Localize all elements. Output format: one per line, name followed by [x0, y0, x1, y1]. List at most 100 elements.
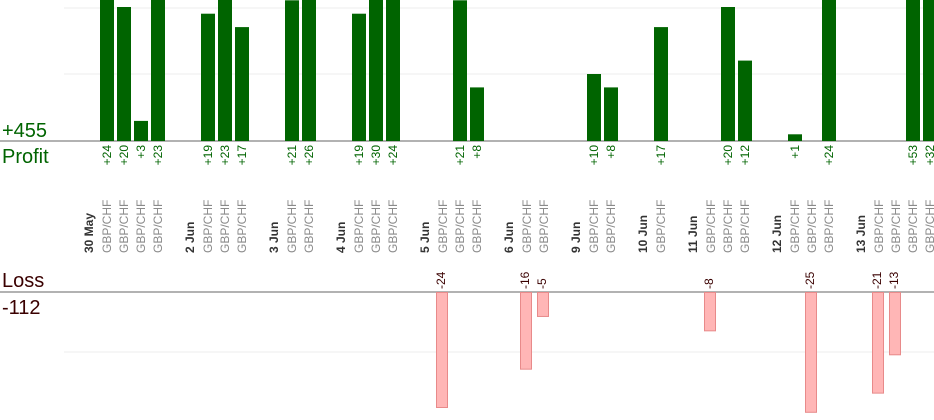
date-label: 5 Jun: [418, 222, 432, 253]
profit-bar: [738, 60, 752, 141]
pair-label: GBP/CHF: [285, 200, 299, 253]
loss-value-label: -24: [434, 271, 448, 289]
date-label: 11 Jun: [686, 216, 700, 253]
profit-value-label: +19: [352, 145, 366, 166]
pair-label: GBP/CHF: [923, 200, 934, 253]
pair-label: GBP/CHF: [386, 200, 400, 253]
profit-bar: [369, 0, 383, 141]
profit-value-label: +20: [117, 145, 131, 166]
loss-value-label: -16: [518, 271, 532, 289]
profit-bar: [721, 7, 735, 141]
profit-label: Profit: [2, 146, 49, 168]
loss-bar: [872, 292, 884, 394]
pair-label: GBP/CHF: [537, 200, 551, 253]
pair-label: GBP/CHF: [604, 200, 618, 253]
profit-value-label: +24: [100, 145, 114, 166]
loss-bar: [805, 292, 817, 413]
profit-value-label: +8: [604, 145, 618, 159]
profit-value-label: +1: [788, 145, 802, 159]
profit-value-label: +32: [923, 145, 934, 166]
pair-label: GBP/CHF: [872, 200, 886, 253]
date-label: 3 Jun: [267, 222, 281, 253]
date-label: 4 Jun: [334, 222, 348, 253]
loss-bar: [537, 292, 549, 317]
pair-label: GBP/CHF: [704, 200, 718, 253]
profit-bar: [453, 0, 467, 141]
date-label: 10 Jun: [636, 215, 650, 253]
profit-bar: [285, 0, 299, 141]
labels: 30 May GBP/CHF +24 GBP/CHF +20 GBP/CHF +3 GBP/C…: [82, 145, 934, 289]
profit-bar: [218, 0, 232, 141]
profit-value-label: +21: [453, 145, 467, 166]
pair-label: GBP/CHF: [805, 200, 819, 253]
date-label: 30 May: [82, 213, 96, 253]
pair-label: GBP/CHF: [201, 200, 215, 253]
pair-label: GBP/CHF: [218, 200, 232, 253]
date-label: 9 Jun: [569, 222, 583, 253]
profit-bar: [386, 0, 400, 141]
profit-bar: [587, 74, 601, 141]
profit-bar: [654, 27, 668, 142]
pair-label: GBP/CHF: [100, 200, 114, 253]
pair-label: GBP/CHF: [906, 200, 920, 253]
loss-label: Loss: [2, 270, 44, 292]
profit-bar: [923, 0, 934, 141]
pair-label: GBP/CHF: [788, 200, 802, 253]
profit-value-label: +24: [822, 145, 836, 166]
profit-value-label: +17: [654, 145, 668, 166]
date-label: 13 Jun: [854, 215, 868, 253]
pair-label: GBP/CHF: [721, 200, 735, 253]
profit-bar: [235, 27, 249, 142]
loss-value-label: -13: [887, 271, 901, 289]
pair-label: GBP/CHF: [369, 200, 383, 253]
profit-value-label: +20: [721, 145, 735, 166]
profit-bar: [117, 7, 131, 141]
loss-value-label: -25: [803, 271, 817, 289]
profit-bar: [822, 0, 836, 141]
profit-bar: [201, 13, 215, 142]
loss-bar: [436, 292, 448, 408]
profit-bar: [302, 0, 316, 141]
profit-value-label: +19: [201, 145, 215, 166]
pair-label: GBP/CHF: [436, 200, 450, 253]
profit-bar: [788, 134, 802, 141]
loss-bar: [520, 292, 532, 370]
loss-bar: [889, 292, 901, 356]
profit-bar: [134, 120, 148, 141]
date-label: 12 Jun: [770, 215, 784, 253]
profit-bar: [906, 0, 920, 141]
loss-value-label: -8: [702, 278, 716, 289]
profit-bar: [470, 87, 484, 141]
pair-label: GBP/CHF: [738, 200, 752, 253]
pair-label: GBP/CHF: [302, 200, 316, 253]
loss-bar: [704, 292, 716, 332]
profit-value-label: +26: [302, 145, 316, 166]
profit-total: +455: [2, 120, 47, 142]
pair-label: GBP/CHF: [520, 200, 534, 253]
profit-bar: [100, 0, 114, 141]
profit-value-label: +24: [386, 145, 400, 166]
pair-label: GBP/CHF: [117, 200, 131, 253]
pair-label: GBP/CHF: [134, 200, 148, 253]
loss-value-label: -5: [535, 278, 549, 289]
profit-value-label: +17: [235, 145, 249, 166]
profit-value-label: +12: [738, 145, 752, 166]
pair-label: GBP/CHF: [822, 200, 836, 253]
profit-value-label: +53: [906, 145, 920, 166]
pair-label: GBP/CHF: [453, 200, 467, 253]
profit-value-label: +8: [470, 145, 484, 159]
pair-label: GBP/CHF: [470, 200, 484, 253]
loss-total: -112: [2, 297, 41, 319]
profit-value-label: +23: [218, 145, 232, 166]
profit-value-label: +30: [369, 145, 383, 166]
pair-label: GBP/CHF: [235, 200, 249, 253]
date-label: 6 Jun: [502, 222, 516, 253]
profit-value-label: +10: [587, 145, 601, 166]
pair-label: GBP/CHF: [654, 200, 668, 253]
date-label: 2 Jun: [183, 222, 197, 253]
profit-value-label: +23: [151, 145, 165, 166]
profit-value-label: +3: [134, 145, 148, 159]
pair-label: GBP/CHF: [352, 200, 366, 253]
profit-value-label: +21: [285, 145, 299, 166]
